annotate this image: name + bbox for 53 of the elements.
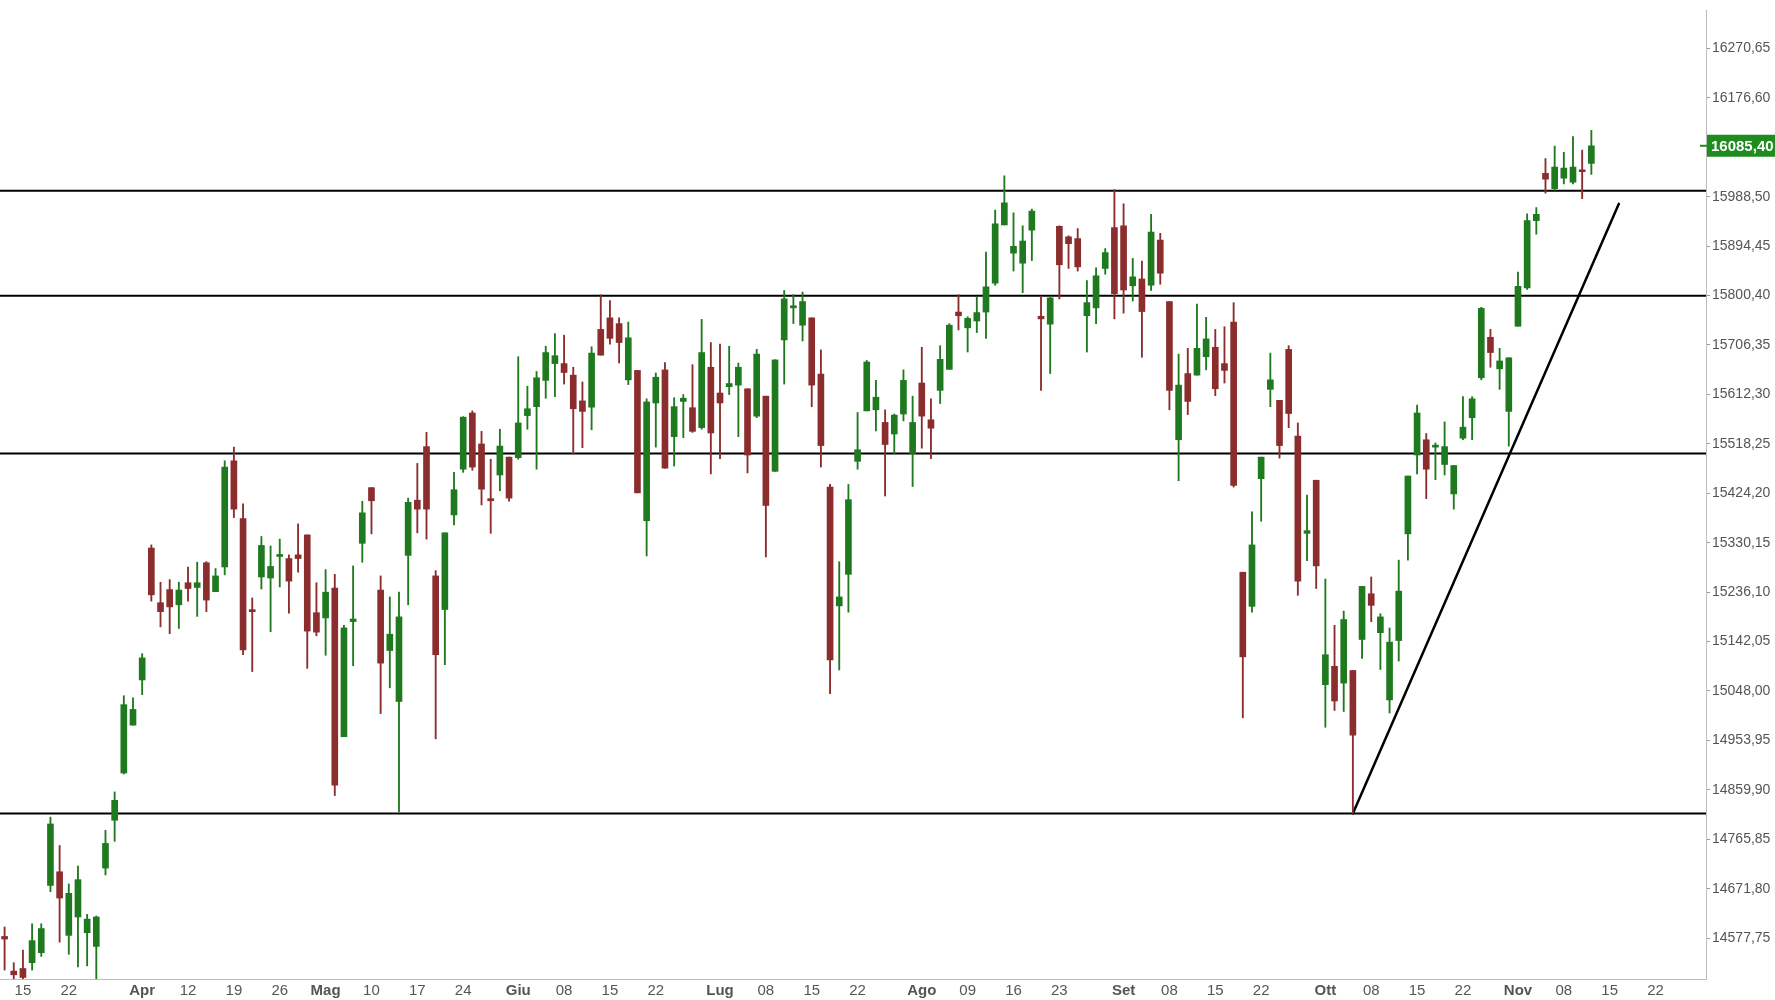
y-tick-label: 14765,85 bbox=[1712, 830, 1771, 847]
x-tick-label: 15 bbox=[1601, 981, 1619, 999]
x-tick-label: 08 bbox=[1555, 981, 1573, 999]
x-tick-label: Lug bbox=[706, 981, 734, 999]
y-tick-label: 15706,35 bbox=[1712, 335, 1771, 352]
y-tick-label: 15142,05 bbox=[1712, 632, 1771, 649]
x-tick-label: Nov bbox=[1503, 981, 1533, 999]
x-tick-label: 08 bbox=[757, 981, 775, 999]
y-tick-label: 14671,80 bbox=[1712, 879, 1771, 896]
x-tick-label: Mag bbox=[310, 981, 341, 999]
x-tick-label: 22 bbox=[60, 981, 78, 999]
y-tick-label: 15330,15 bbox=[1712, 533, 1771, 550]
x-tick-label: 15 bbox=[1206, 981, 1224, 999]
x-tick-label: 08 bbox=[1362, 981, 1380, 999]
y-tick-label: 15236,10 bbox=[1712, 583, 1771, 599]
y-tick-label: 15800,40 bbox=[1712, 286, 1771, 303]
x-tick-label: Set bbox=[1111, 981, 1136, 999]
x-tick-label: 15 bbox=[14, 981, 32, 999]
y-tick-label: 14577,75 bbox=[1712, 929, 1771, 945]
x-tick-label: 08 bbox=[555, 981, 573, 999]
y-tick-label: 15518,25 bbox=[1712, 434, 1771, 451]
x-tick-label: 10 bbox=[363, 981, 380, 999]
y-tick-label: 16176,60 bbox=[1712, 88, 1771, 105]
x-tick-label: Ott bbox=[1314, 981, 1337, 999]
y-tick-label: 15988,50 bbox=[1712, 187, 1771, 204]
x-tick-label: 15 bbox=[601, 981, 619, 999]
x-tick-label: Giu bbox=[505, 981, 531, 999]
y-tick-label: 15612,30 bbox=[1712, 385, 1771, 402]
y-tick-label: 16270,65 bbox=[1712, 39, 1771, 56]
x-tick-label: 22 bbox=[1454, 981, 1472, 999]
x-tick-label: 22 bbox=[647, 981, 665, 999]
x-tick-label: 22 bbox=[1647, 981, 1664, 999]
x-tick-label: Ago bbox=[907, 981, 937, 999]
x-tick-label: 22 bbox=[1252, 981, 1270, 999]
x-tick-label: 26 bbox=[271, 981, 289, 999]
y-tick-label: 15424,20 bbox=[1712, 484, 1771, 501]
x-tick-label: 24 bbox=[454, 981, 472, 999]
y-tick-label: 14859,90 bbox=[1712, 780, 1771, 797]
x-tick-label: 19 bbox=[225, 981, 243, 999]
text: 16085,40 bbox=[1711, 136, 1774, 154]
x-tick-label: Apr bbox=[129, 981, 156, 999]
x-tick-label: 08 bbox=[1161, 981, 1178, 999]
x-tick-label: 23 bbox=[1051, 981, 1068, 999]
y-tick-label: 14953,95 bbox=[1712, 731, 1771, 748]
y-tick-label: 15048,00 bbox=[1712, 681, 1771, 698]
x-tick-label: 09 bbox=[959, 981, 976, 999]
x-tick-label: 15 bbox=[803, 981, 821, 999]
x-tick-label: 22 bbox=[849, 981, 866, 999]
x-tick-label: 17 bbox=[408, 981, 426, 999]
x-tick-label: 15 bbox=[1408, 981, 1426, 999]
x-tick-label: 16 bbox=[1005, 981, 1022, 999]
y-tick-label: 15894,45 bbox=[1712, 237, 1771, 253]
x-tick-label: 12 bbox=[179, 981, 197, 999]
